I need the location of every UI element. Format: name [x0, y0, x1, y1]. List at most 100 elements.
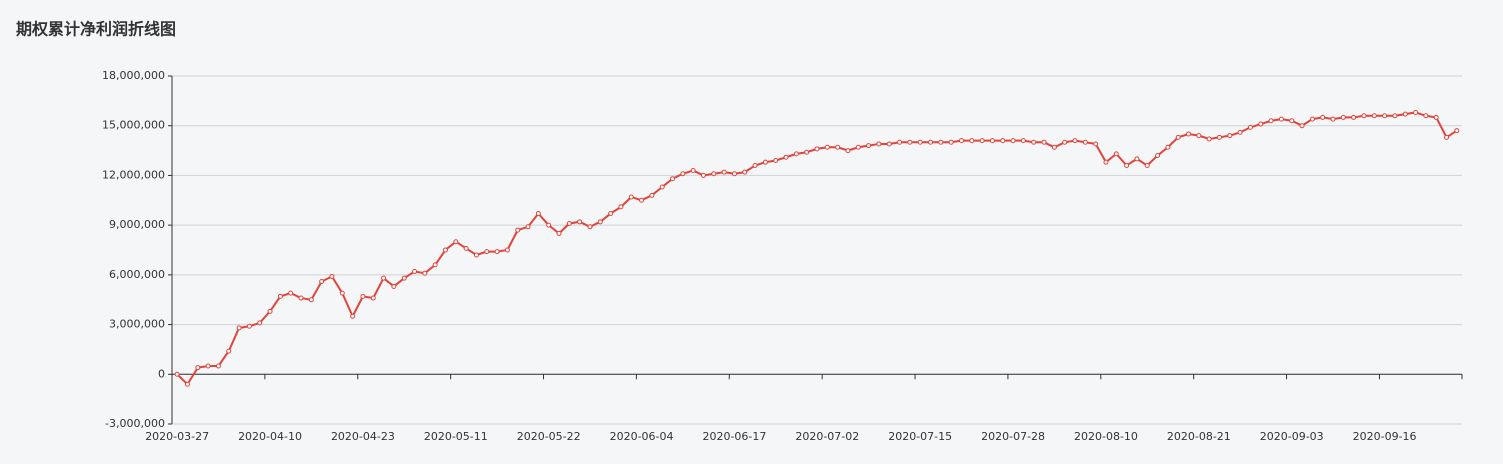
point	[845, 148, 851, 154]
point	[907, 139, 913, 145]
chart-title: 期权累计净利润折线图	[16, 20, 176, 39]
point	[412, 269, 418, 275]
point	[329, 274, 335, 280]
point	[1165, 144, 1171, 150]
point	[1186, 131, 1192, 137]
point	[205, 363, 211, 369]
point	[1000, 138, 1006, 144]
point	[897, 139, 903, 145]
x-tick-label: 2020-09-03	[1260, 430, 1324, 443]
point	[1289, 118, 1295, 124]
x-tick-label: 2020-05-11	[424, 430, 488, 443]
point	[195, 365, 201, 371]
point	[381, 275, 387, 281]
point	[463, 245, 469, 251]
point	[1103, 159, 1109, 165]
point	[1093, 141, 1099, 147]
point	[1320, 114, 1326, 120]
point	[1134, 156, 1140, 162]
point	[1216, 134, 1222, 140]
x-tick-label: 2020-09-16	[1353, 430, 1417, 443]
point	[752, 162, 758, 168]
point	[721, 169, 727, 175]
point	[236, 325, 242, 331]
point	[1413, 109, 1419, 115]
point	[1020, 138, 1026, 144]
point	[535, 211, 541, 217]
point	[917, 139, 923, 145]
point	[1299, 123, 1305, 129]
point	[1444, 134, 1450, 140]
point	[1361, 113, 1367, 119]
point	[546, 222, 552, 228]
point	[711, 171, 717, 177]
point	[804, 149, 810, 155]
y-tick-label: 3,000,000	[109, 318, 165, 331]
point	[680, 171, 686, 177]
point	[308, 297, 314, 303]
point	[1309, 116, 1315, 122]
point	[267, 308, 273, 314]
x-tick-label: 2020-04-23	[331, 430, 395, 443]
point	[1155, 153, 1161, 159]
point	[350, 313, 356, 319]
y-tick-label: -3,000,000	[105, 417, 165, 430]
point	[1382, 113, 1388, 119]
x-tick-label: 2020-05-22	[517, 430, 581, 443]
point	[1258, 121, 1264, 127]
point	[783, 154, 789, 160]
y-tick-label: 15,000,000	[102, 119, 165, 132]
point	[504, 247, 510, 253]
point	[1433, 114, 1439, 120]
point	[484, 249, 490, 255]
point	[1206, 136, 1212, 142]
point	[525, 224, 531, 230]
y-tick-label: 6,000,000	[109, 268, 165, 281]
y-tick-label: 12,000,000	[102, 168, 165, 181]
point	[608, 211, 614, 217]
point	[1402, 111, 1408, 117]
point	[824, 144, 830, 150]
point	[432, 262, 438, 268]
point	[659, 184, 665, 190]
point	[979, 138, 985, 144]
point	[1113, 151, 1119, 157]
point	[639, 197, 645, 203]
x-tick-label: 2020-04-10	[238, 430, 302, 443]
point	[215, 363, 221, 369]
point	[1268, 118, 1274, 124]
x-tick-label: 2020-06-17	[702, 430, 766, 443]
point	[1330, 116, 1336, 122]
point	[288, 290, 294, 296]
point	[257, 320, 263, 326]
point	[618, 204, 624, 210]
point	[928, 139, 934, 145]
y-tick-label: 18,000,000	[102, 69, 165, 82]
point	[515, 227, 521, 233]
point	[587, 224, 593, 230]
point	[184, 381, 190, 387]
x-tick-label: 2020-08-21	[1167, 430, 1231, 443]
point	[422, 270, 428, 276]
point	[628, 194, 634, 200]
point	[1237, 129, 1243, 135]
point	[1072, 138, 1078, 144]
x-tick-label: 2020-03-27	[145, 430, 209, 443]
x-tick-label: 2020-06-04	[610, 430, 674, 443]
point	[793, 151, 799, 157]
point	[442, 247, 448, 253]
point	[1124, 162, 1130, 168]
point	[1041, 139, 1047, 145]
point	[958, 138, 964, 144]
point	[886, 141, 892, 147]
point	[556, 230, 562, 236]
point	[989, 138, 995, 144]
point	[690, 167, 696, 173]
point	[1247, 124, 1253, 130]
point	[1371, 113, 1377, 119]
point	[391, 283, 397, 289]
point	[1351, 114, 1357, 120]
point	[670, 176, 676, 182]
point	[1051, 144, 1057, 150]
